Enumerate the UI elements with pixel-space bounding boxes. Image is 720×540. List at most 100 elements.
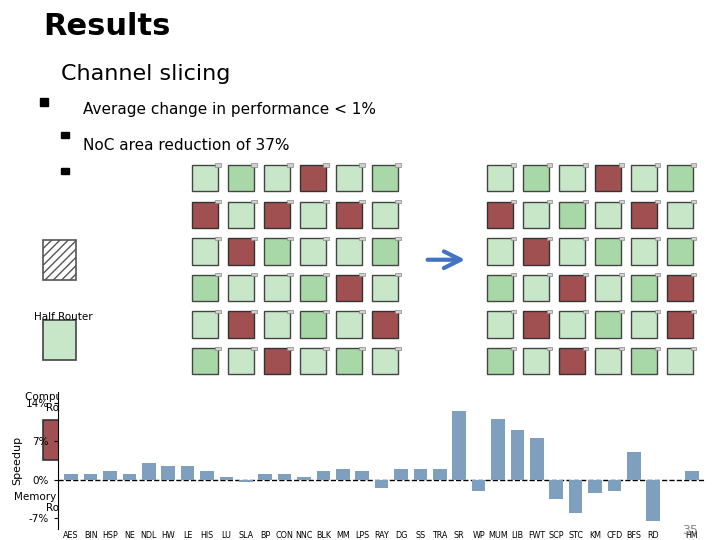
Y-axis label: Speedup: Speedup (13, 436, 22, 485)
Bar (487, 275, 513, 301)
Bar (549, 480, 563, 499)
Bar (523, 238, 549, 265)
Bar (690, 200, 696, 203)
Bar (667, 348, 693, 375)
Bar (215, 200, 221, 203)
Bar (510, 310, 516, 313)
Bar (323, 273, 329, 276)
Bar (278, 474, 292, 480)
Bar (215, 273, 221, 276)
Bar (251, 310, 257, 313)
Bar (287, 347, 293, 350)
Bar (323, 347, 329, 350)
Bar (228, 165, 254, 191)
Bar (356, 471, 369, 480)
Bar (685, 471, 699, 480)
Bar (690, 237, 696, 240)
Bar (251, 273, 257, 276)
Bar (264, 348, 290, 375)
Bar (251, 200, 257, 203)
Bar (608, 480, 621, 491)
Bar (372, 275, 398, 301)
Bar (161, 466, 175, 480)
Bar (192, 275, 218, 301)
Bar (359, 273, 365, 276)
Bar (523, 348, 549, 375)
Bar (654, 273, 660, 276)
Bar (43, 420, 76, 460)
Bar (452, 411, 466, 480)
Bar (264, 275, 290, 301)
Bar (395, 200, 401, 203)
Bar (595, 312, 621, 338)
Bar (297, 477, 311, 480)
Bar (395, 469, 408, 480)
Bar (336, 312, 362, 338)
Bar (582, 237, 588, 240)
Bar (264, 238, 290, 265)
Bar (359, 310, 365, 313)
Bar (192, 165, 218, 191)
Text: Compute Core
Router: Compute Core Router (25, 392, 101, 413)
Bar (559, 312, 585, 338)
Bar (510, 347, 516, 350)
Bar (618, 273, 624, 276)
Text: 35: 35 (683, 524, 698, 537)
Bar (546, 347, 552, 350)
Bar (546, 273, 552, 276)
Bar (287, 273, 293, 276)
Bar (627, 452, 641, 480)
Bar (359, 237, 365, 240)
Bar (582, 273, 588, 276)
Bar (487, 165, 513, 191)
Bar (61, 132, 68, 138)
Bar (559, 201, 585, 228)
Bar (287, 310, 293, 313)
Bar (64, 474, 78, 480)
Bar (667, 275, 693, 301)
Bar (215, 347, 221, 350)
Bar (487, 348, 513, 375)
Bar (228, 312, 254, 338)
Bar (618, 164, 624, 166)
Bar (287, 200, 293, 203)
Bar (582, 310, 588, 313)
Bar (395, 237, 401, 240)
Bar (523, 201, 549, 228)
Bar (264, 165, 290, 191)
Bar (336, 275, 362, 301)
Bar (359, 164, 365, 166)
Bar (523, 275, 549, 301)
Bar (582, 200, 588, 203)
Bar (251, 164, 257, 166)
Bar (667, 165, 693, 191)
Bar (43, 240, 76, 280)
Bar (546, 237, 552, 240)
Bar (258, 474, 272, 480)
Bar (264, 201, 290, 228)
Bar (372, 238, 398, 265)
Text: Channel slicing: Channel slicing (61, 64, 230, 84)
Bar (323, 310, 329, 313)
Bar (631, 275, 657, 301)
Bar (413, 469, 427, 480)
Bar (300, 165, 326, 191)
Bar (595, 275, 621, 301)
Bar (215, 237, 221, 240)
Bar (647, 480, 660, 521)
Bar (559, 275, 585, 301)
Bar (654, 237, 660, 240)
Bar (510, 200, 516, 203)
Bar (375, 480, 388, 488)
Bar (618, 200, 624, 203)
Bar (618, 347, 624, 350)
Bar (595, 201, 621, 228)
Text: Results: Results (43, 12, 171, 41)
Bar (220, 477, 233, 480)
Bar (122, 474, 136, 480)
Bar (43, 320, 76, 360)
Bar (595, 348, 621, 375)
Bar (142, 463, 156, 480)
Bar (323, 237, 329, 240)
Bar (317, 471, 330, 480)
